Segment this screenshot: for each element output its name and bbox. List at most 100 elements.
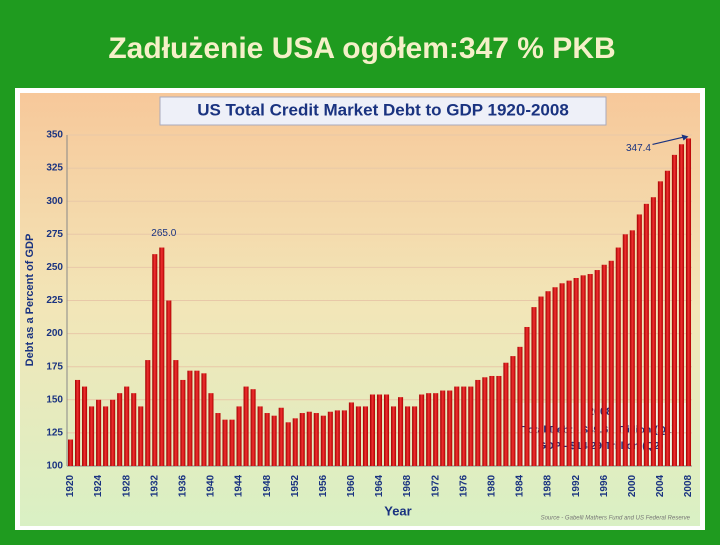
bar xyxy=(173,360,179,466)
bar xyxy=(580,275,586,466)
bar xyxy=(75,379,81,466)
bar xyxy=(671,154,677,467)
x-tick-label: 1960 xyxy=(346,474,357,497)
bar xyxy=(496,375,502,466)
bar xyxy=(489,375,495,466)
bar xyxy=(355,406,361,466)
bar xyxy=(138,406,144,466)
bar xyxy=(89,406,95,466)
bar xyxy=(180,379,186,466)
bar xyxy=(398,397,404,466)
x-axis-label: Year xyxy=(384,503,411,518)
bar xyxy=(664,170,670,467)
bar xyxy=(412,406,418,466)
bar xyxy=(685,138,692,467)
bar xyxy=(208,393,214,466)
bar xyxy=(538,296,544,466)
bar xyxy=(573,277,579,466)
bar xyxy=(152,254,158,466)
bar xyxy=(103,406,109,466)
bar xyxy=(482,377,488,466)
title-box xyxy=(159,96,607,126)
bar xyxy=(145,360,151,466)
bar xyxy=(215,413,221,466)
bar xyxy=(587,274,593,466)
bar xyxy=(552,287,558,466)
bar xyxy=(327,411,333,466)
y-tick-label: 125 xyxy=(46,428,63,439)
bar xyxy=(615,247,621,466)
bar xyxy=(166,300,172,466)
source: Source - Gabelli Mathers Fund and US Fed… xyxy=(541,516,691,522)
chart-title: US Total Credit Market Debt to GDP 1920-… xyxy=(197,100,569,119)
bar xyxy=(194,370,200,466)
annotation-arrow xyxy=(652,135,687,146)
bar xyxy=(82,386,88,466)
bar xyxy=(271,415,277,466)
x-tick-label: 1968 xyxy=(402,474,413,497)
bar xyxy=(292,418,298,466)
bar xyxy=(475,379,481,466)
bar xyxy=(636,214,642,466)
bar xyxy=(222,419,228,466)
bar xyxy=(405,406,411,466)
bar xyxy=(608,260,614,466)
bar xyxy=(334,410,340,466)
y-tick-label: 300 xyxy=(46,196,63,207)
bar xyxy=(678,144,684,466)
bar xyxy=(440,390,446,466)
bar xyxy=(306,411,312,466)
x-tick-label: 2004 xyxy=(655,474,666,497)
bar xyxy=(643,203,649,466)
y-tick-label: 175 xyxy=(46,361,63,372)
bar xyxy=(250,389,256,466)
bar xyxy=(566,280,572,466)
bar xyxy=(124,386,130,466)
arrow-head xyxy=(681,134,689,141)
bar xyxy=(320,415,326,466)
bar xyxy=(201,373,207,466)
y-axis-label: Debt as a Percent of GDP xyxy=(24,234,36,367)
bar xyxy=(454,386,460,466)
y-tick-label: 350 xyxy=(46,130,63,141)
y-tick-label: 275 xyxy=(46,229,63,240)
bar xyxy=(601,264,607,466)
bar xyxy=(313,413,319,466)
bar xyxy=(524,326,530,466)
bar xyxy=(376,394,383,466)
x-tick-label: 1920 xyxy=(65,474,76,497)
annotation: 347.4 xyxy=(626,143,651,154)
bar xyxy=(510,356,516,466)
y-tick-label: 250 xyxy=(46,262,63,273)
bar xyxy=(391,406,397,466)
x-tick-label: 1928 xyxy=(121,474,132,497)
bar xyxy=(285,422,291,466)
x-tick-label: 1980 xyxy=(487,474,498,497)
x-tick-label: 1924 xyxy=(93,474,104,497)
x-tick-label: 1948 xyxy=(262,474,273,497)
bar xyxy=(594,270,600,466)
y-tick-label: 150 xyxy=(46,394,63,405)
x-tick-label: 1992 xyxy=(571,474,582,497)
bar xyxy=(447,390,453,466)
bar xyxy=(426,393,432,466)
bar xyxy=(278,407,284,466)
x-tick-label: 1944 xyxy=(234,474,245,497)
bar xyxy=(117,393,123,466)
slide-title: Zadłużenie USA ogółem:347 % PKB xyxy=(108,32,615,65)
bar xyxy=(341,410,347,466)
bar xyxy=(264,413,270,466)
x-tick-label: 1964 xyxy=(374,474,385,497)
bar xyxy=(419,394,425,466)
bar xyxy=(67,439,74,466)
bar xyxy=(517,346,523,466)
bar xyxy=(461,386,467,466)
bar xyxy=(131,393,137,466)
x-tick-label: 2008 xyxy=(683,474,694,497)
y-tick-label: 325 xyxy=(46,163,63,174)
y-tick-label: 100 xyxy=(46,461,63,472)
bar xyxy=(622,234,628,466)
x-tick-label: 1956 xyxy=(318,474,329,497)
bar xyxy=(559,283,565,466)
bar xyxy=(299,413,305,466)
